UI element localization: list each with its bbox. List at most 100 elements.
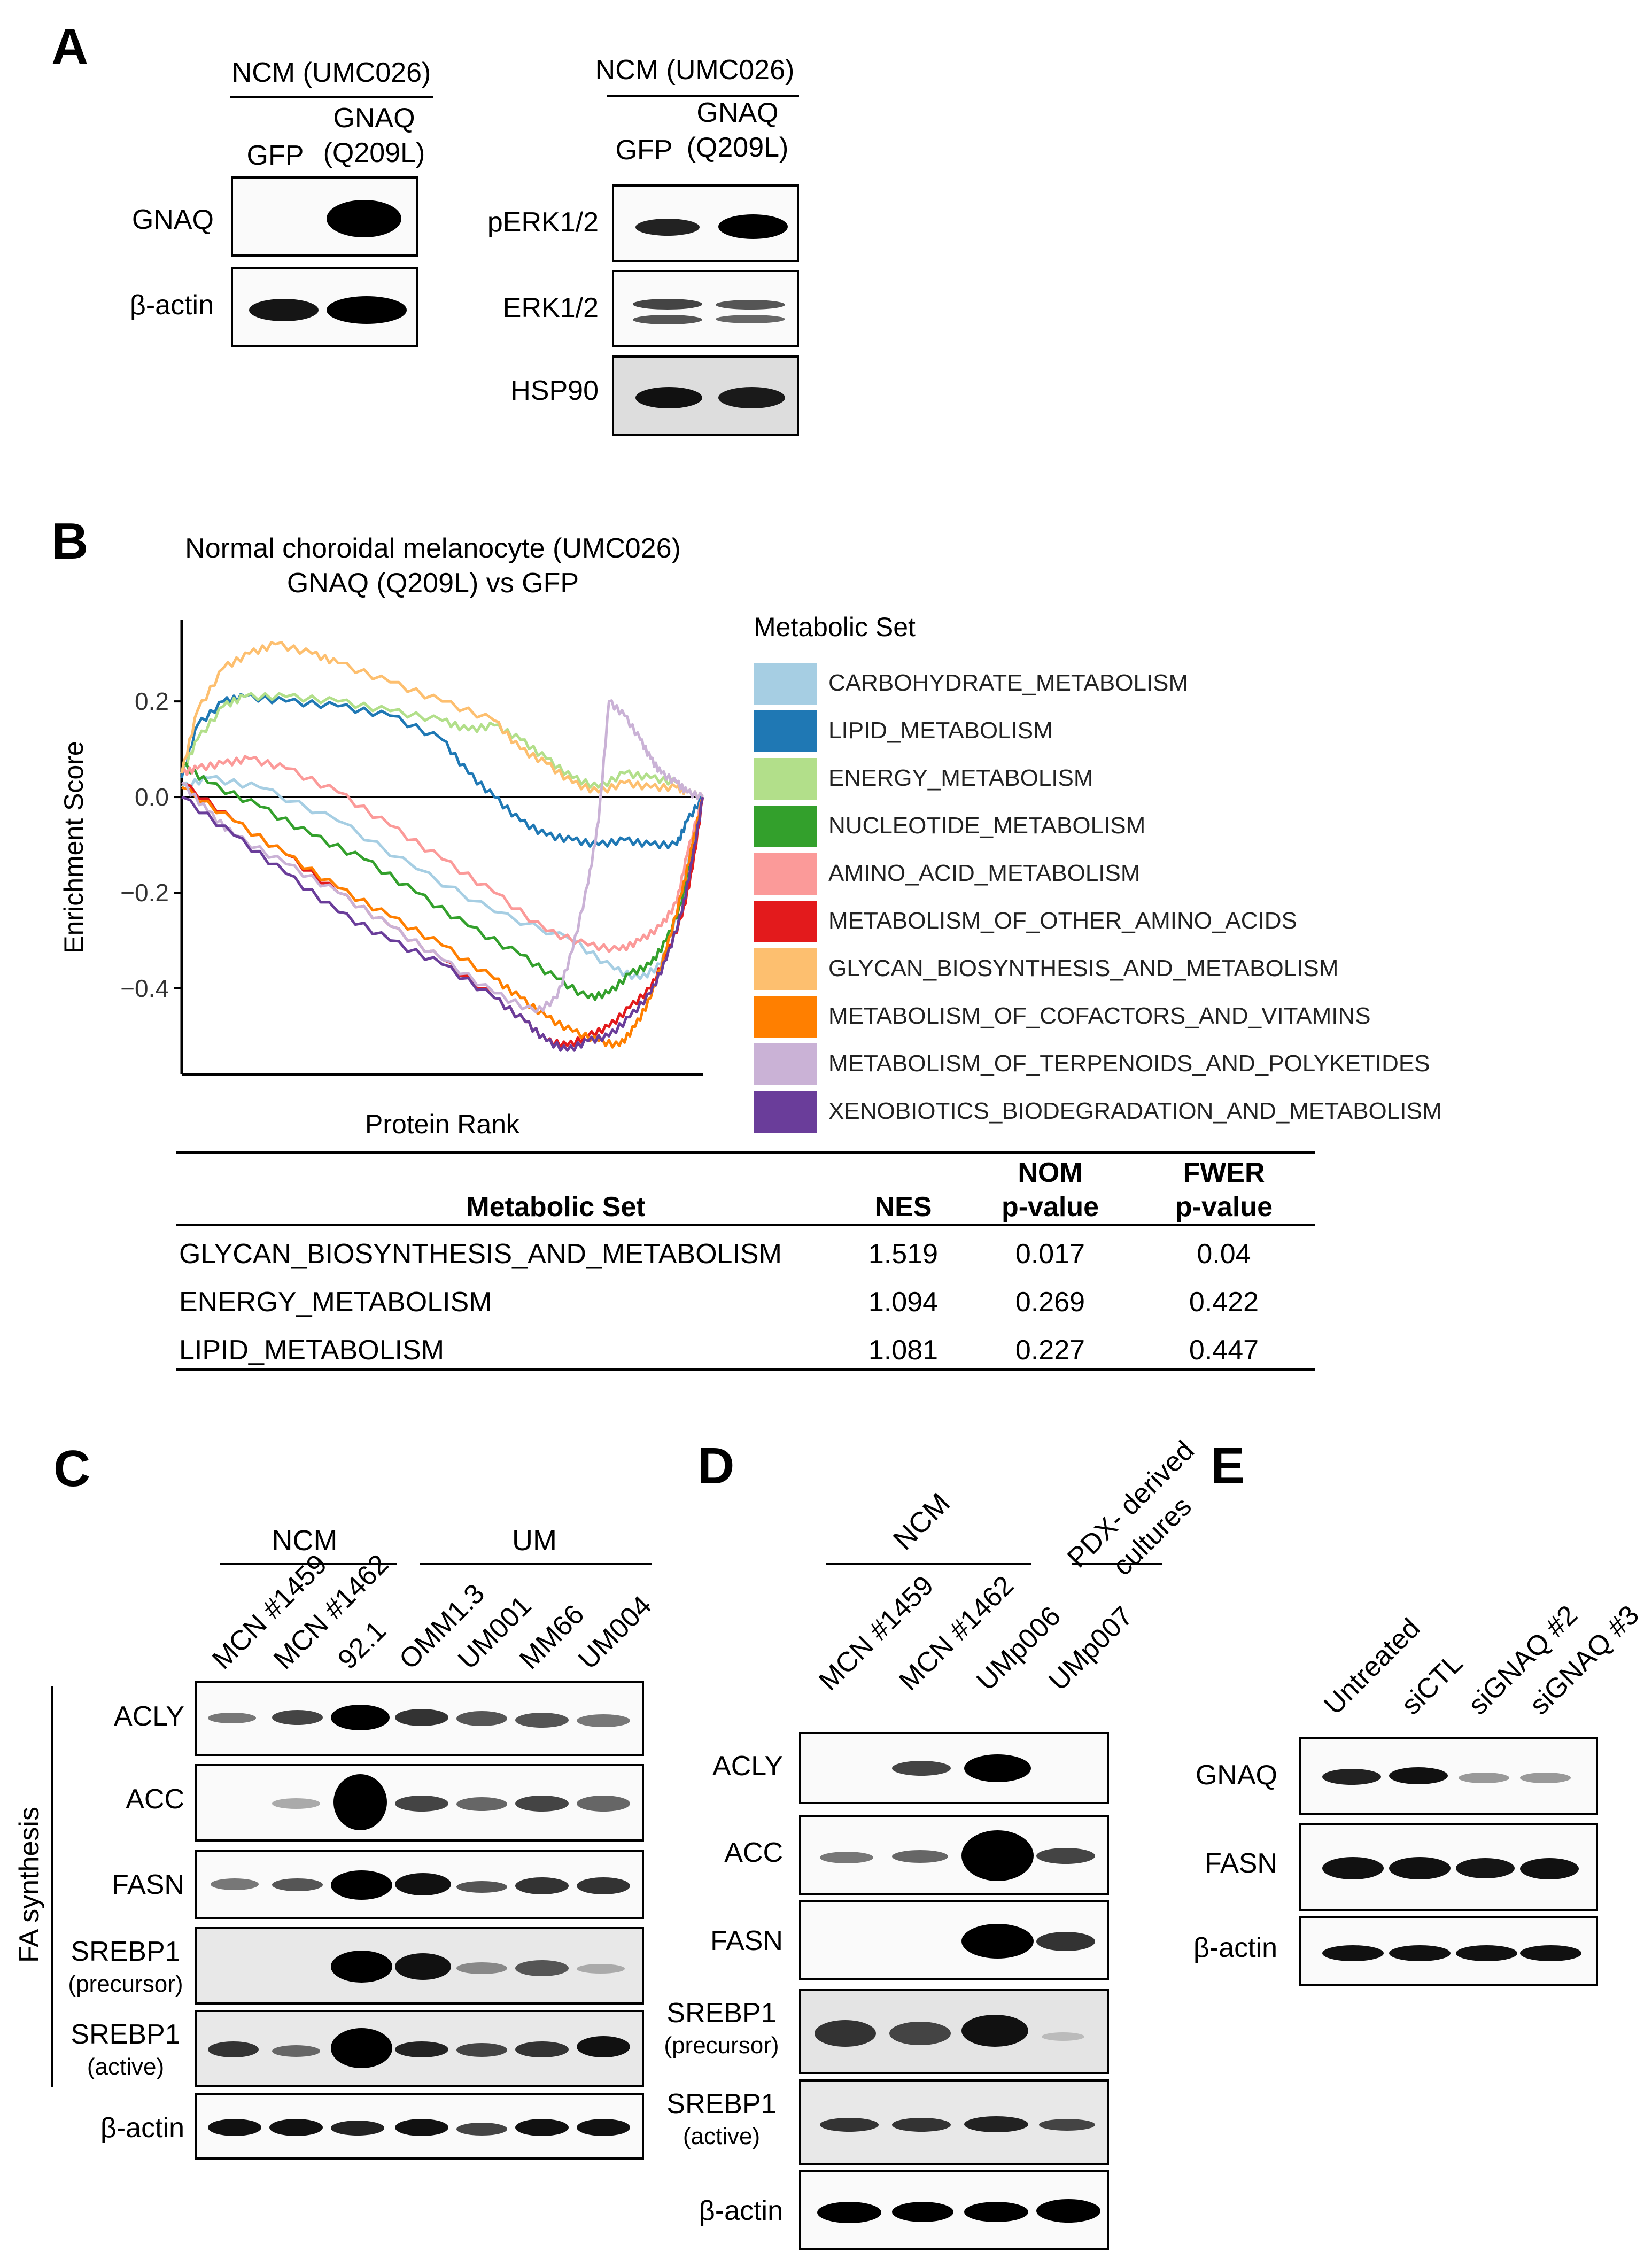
table-row-set: ENERGY_METABOLISM [179,1287,492,1318]
band [515,2041,569,2057]
band [964,2202,1028,2222]
band [456,2043,507,2057]
band [1036,1932,1095,1951]
legend-label: METABOLISM_OF_OTHER_AMINO_ACIDS [828,908,1297,934]
blot-c-srebp1-precursor [195,1927,644,2005]
band [577,2119,630,2136]
blot-d-srebp1-precursor [799,1989,1109,2074]
y-axis-label: Enrichment Score [59,741,89,953]
y-tick-label: −0.2 [120,879,169,907]
legend-swatch [754,1043,817,1085]
table-header-fwer-p: p-value [1175,1191,1273,1223]
panel-e-row-actin: β-actin [1193,1932,1277,1963]
blot-c-acly [195,1681,644,1756]
band [456,1797,507,1811]
band [820,1852,873,1863]
panel-label-b: B [51,513,89,570]
band [515,1713,569,1728]
band [515,1796,569,1812]
band [820,2118,879,2132]
blot-d-srebp1-active [799,2079,1109,2165]
series-line [180,692,704,800]
table-row-nes: 1.519 [868,1239,939,1270]
table-row-nom: 0.227 [1015,1335,1085,1366]
band [961,1830,1034,1881]
band [577,1877,630,1894]
band [633,315,702,324]
blot-c-fasn [195,1850,644,1919]
blot-d-acly [799,1732,1109,1804]
band [249,299,319,321]
series-line [180,641,704,800]
x-axis-label: Protein Rank [365,1109,520,1139]
panel-label-d: D [697,1437,735,1495]
band [395,2041,448,2057]
band [892,1850,948,1863]
series-line [181,795,704,1052]
band [1389,1857,1451,1879]
legend-label: METABOLISM_OF_TERPENOIDS_AND_POLYKETIDES [828,1050,1430,1077]
table-row-fwer: 0.422 [1189,1287,1259,1318]
legend-swatch [754,1091,817,1133]
panel-a-left-lane-gfp: GFP [246,140,304,171]
band [716,300,785,310]
panel-c-row-acc: ACC [126,1784,184,1815]
legend-label: GLYCAN_BIOSYNTHESIS_AND_METABOLISM [828,955,1338,981]
blot-d-acc [799,1815,1109,1895]
band [1036,1848,1095,1864]
band [815,2020,876,2047]
blot-e-actin [1299,1916,1598,1986]
band [892,1761,951,1776]
legend-title: Metabolic Set [754,612,916,642]
blot-a-perk [612,184,799,262]
panel-c-um-line [420,1563,652,1565]
panel-d-ncm-line [826,1563,1031,1565]
band [635,219,700,236]
panel-a-right-lane-q209l: (Q209L) [686,132,789,163]
band [331,1870,392,1900]
table-top-rule [176,1151,1315,1154]
table-row-set: LIPID_METABOLISM [179,1335,445,1366]
table-header-nom: NOM [1018,1157,1083,1188]
band [272,1798,320,1809]
panel-a-left-lane-gnaq: GNAQ [333,103,415,134]
band [1039,2119,1095,2131]
blot-d-actin [799,2170,1109,2250]
band [1322,1857,1384,1879]
panel-c-lane: UM004 [572,1590,658,1676]
band [1520,1945,1581,1961]
legend-swatch [754,901,817,942]
panel-a-right-header-line [607,95,799,97]
band [718,387,785,408]
legend-swatch [754,710,817,752]
blot-c-srebp1-active [195,2010,644,2087]
blot-c-acc [195,1764,644,1842]
panel-d-row-acly: ACLY [712,1751,783,1782]
band [331,1951,392,1983]
blot-a-actin [231,267,418,347]
band [964,2116,1028,2132]
band [456,1711,507,1726]
panel-a-right-lane-gfp: GFP [615,135,673,166]
panel-label-c: C [53,1440,91,1497]
band [1042,2032,1084,2041]
panel-c-group-ncm: NCM [272,1525,338,1557]
panel-c-row-actin: β-actin [100,2113,184,2144]
band [1389,1945,1451,1961]
blot-a-hsp90 [612,355,799,436]
chart-title-line2: GNAQ (Q209L) vs GFP [286,568,579,599]
panel-label-a: A [51,18,89,75]
table-header-nes: NES [874,1191,932,1223]
band [1520,1773,1571,1783]
band [395,1709,448,1726]
panel-d-row-precursor: (precursor) [664,2032,779,2059]
panel-d-row-srebp1: SREBP1 [666,2088,777,2119]
legend-swatch [754,853,817,895]
legend-label: CARBOHYDRATE_METABOLISM [828,670,1188,696]
band [577,1714,630,1727]
band [817,2202,881,2223]
band [395,1796,448,1812]
blot-d-fasn [799,1900,1109,1980]
panel-c-row-active: (active) [87,2054,165,2080]
y-tick-label: 0.0 [135,783,169,811]
